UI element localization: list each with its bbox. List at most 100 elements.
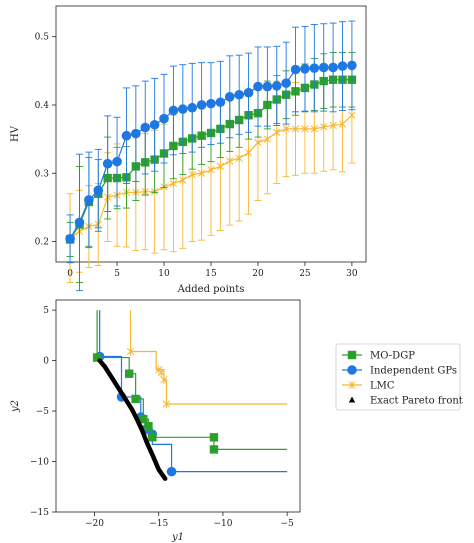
- data-point: [253, 81, 263, 92]
- pareto-front-curve: [97, 358, 168, 481]
- data-point: [157, 368, 165, 377]
- data-point: [92, 353, 102, 362]
- data-point: [235, 154, 243, 163]
- x-tick-label: 20: [252, 269, 264, 279]
- data-point: [216, 162, 225, 171]
- attainment-step-line: [129, 310, 288, 405]
- attainment-step-line: [99, 310, 288, 473]
- x-tick-label: 25: [299, 269, 311, 279]
- data-point: [187, 102, 198, 113]
- data-point: [166, 466, 177, 477]
- objective-y-ticks: 5 0 −5 −10 −15: [30, 306, 56, 518]
- data-point: [215, 97, 226, 108]
- data-point: [328, 62, 338, 73]
- data-point: [160, 375, 168, 384]
- data-point: [179, 175, 187, 185]
- hv-y-ticks: 0.2 0.3 0.4 0.5: [35, 33, 56, 248]
- data-point: [209, 433, 219, 442]
- legend-items: MO-DGP Independent GPs LMC Exact Pareto fro…: [342, 351, 463, 407]
- data-point: [310, 124, 318, 133]
- legend: MO-DGP Independent GPs LMC Exact Pareto fro…: [335, 343, 463, 411]
- legend-item: Independent GPs: [342, 365, 457, 377]
- objective-plot-frame: [55, 299, 301, 513]
- data-point: [139, 414, 148, 424]
- data-point: [291, 124, 300, 133]
- legend-item: MO-DGP: [342, 351, 415, 362]
- data-point: [206, 98, 216, 109]
- hv-x-axis-label: Added points: [177, 284, 245, 295]
- legend-marker: [348, 380, 356, 390]
- data-point: [162, 399, 171, 409]
- data-point: [338, 120, 347, 129]
- legend-marker: [347, 350, 357, 360]
- x-tick-label: 30: [346, 269, 358, 279]
- x-tick-label: 5: [114, 269, 120, 279]
- x-tick-label: −20: [85, 519, 104, 529]
- data-point: [271, 81, 282, 91]
- data-point: [309, 63, 320, 73]
- data-point: [300, 64, 310, 74]
- data-point: [121, 130, 132, 141]
- y-tick-label: −10: [30, 458, 49, 468]
- data-point: [290, 64, 301, 75]
- y-tick-label: 0: [43, 357, 49, 367]
- legend-marker: [348, 396, 356, 403]
- data-point: [207, 165, 215, 174]
- data-point: [348, 111, 356, 120]
- y-tick-label: 5: [43, 306, 49, 316]
- legend-item: Exact Pareto front: [348, 396, 463, 407]
- data-point: [243, 87, 254, 98]
- objective-x-ticks: −20 −15 −10 −5: [85, 512, 294, 529]
- data-point: [282, 124, 290, 133]
- data-point: [148, 433, 157, 442]
- data-point: [273, 128, 281, 137]
- data-point: [112, 156, 122, 167]
- data-point: [301, 124, 309, 133]
- legend-label: LMC: [370, 381, 395, 392]
- x-tick-label: 10: [158, 269, 170, 279]
- hv-series: [65, 20, 357, 292]
- objective-space-chart: −20 −15 −10 −5 5 0 −5 −10 −15 y1 y2: [10, 299, 301, 543]
- data-point: [347, 60, 357, 71]
- legend-frame: [335, 343, 461, 411]
- data-point: [262, 81, 273, 92]
- y-tick-label: 0.5: [35, 33, 50, 43]
- data-point: [329, 121, 337, 130]
- data-point: [74, 217, 85, 228]
- legend-marker: [347, 365, 357, 375]
- x-tick-label: 15: [205, 269, 217, 279]
- x-tick-label: −10: [213, 519, 232, 529]
- y-tick-label: 0.2: [35, 238, 49, 248]
- data-point: [318, 62, 329, 73]
- legend-item: LMC: [342, 381, 395, 392]
- data-point: [226, 156, 234, 166]
- data-point: [125, 369, 134, 378]
- series-exact-pareto-front: [97, 358, 168, 481]
- objective-x-axis-label: y1: [171, 532, 184, 543]
- y-tick-label: −15: [30, 508, 49, 518]
- y-tick-label: 0.4: [35, 101, 50, 111]
- data-point: [131, 394, 140, 404]
- data-point: [159, 113, 169, 124]
- data-point: [169, 179, 178, 188]
- data-point: [84, 195, 94, 205]
- y-tick-label: 0.3: [35, 169, 50, 179]
- legend-label: Exact Pareto front: [370, 396, 463, 407]
- data-point: [131, 128, 141, 139]
- data-point: [126, 347, 135, 356]
- data-point: [209, 445, 219, 454]
- y-tick-label: −5: [36, 407, 50, 417]
- data-point: [196, 100, 207, 110]
- data-point: [144, 421, 153, 431]
- data-point: [224, 91, 235, 102]
- data-point: [254, 138, 262, 147]
- data-point: [281, 78, 291, 88]
- data-point: [65, 233, 75, 244]
- objective-y-axis-label: y2: [10, 400, 21, 413]
- series-independent-gps: [65, 20, 357, 292]
- data-point: [244, 148, 253, 157]
- data-point: [168, 105, 179, 116]
- data-point: [93, 185, 104, 196]
- data-point: [234, 89, 244, 100]
